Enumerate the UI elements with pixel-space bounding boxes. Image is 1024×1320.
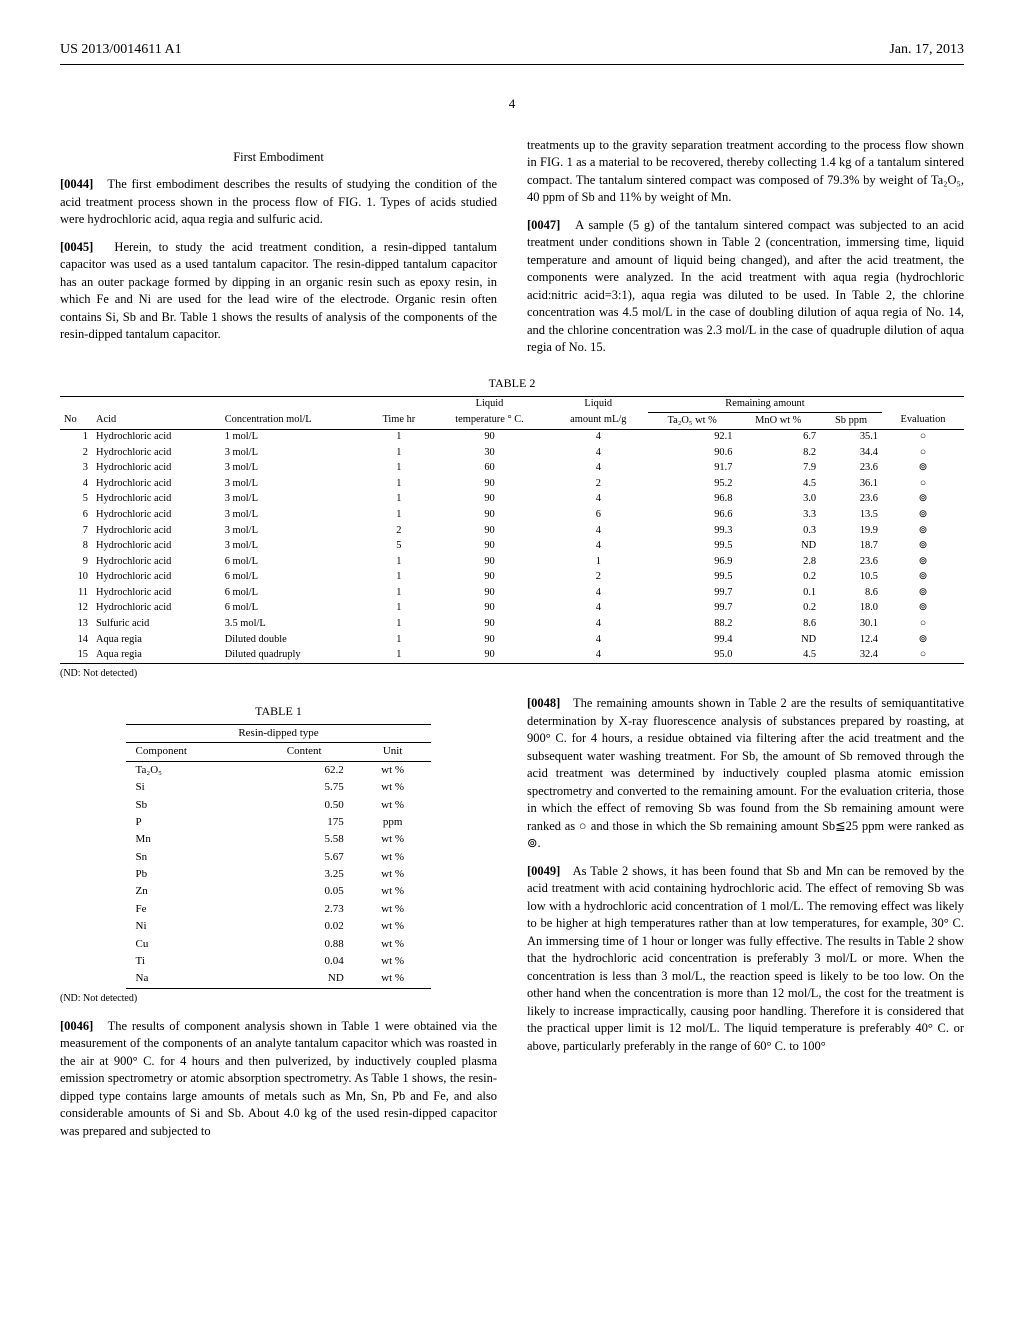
left-column-2: TABLE 1 Resin-dipped type Component Cont… [60, 695, 497, 1150]
table-2-note: (ND: Not detected) [60, 667, 964, 681]
pub-number: US 2013/0014611 A1 [60, 40, 182, 60]
pub-date: Jan. 17, 2013 [889, 40, 964, 60]
table-row: 1Hydrochloric acid1 mol/L190492.16.735.1… [60, 429, 964, 445]
table-row: Zn0.05wt % [126, 883, 432, 900]
t2-h-conc: Concentration mol/L [221, 413, 368, 430]
table-row: 2Hydrochloric acid3 mol/L130490.68.234.4… [60, 445, 964, 461]
para-48: [0048] The remaining amounts shown in Ta… [527, 695, 964, 853]
t2-h-sb: Sb ppm [820, 413, 882, 430]
t1-h-unit: Unit [354, 743, 432, 761]
table-row: 13Sulfuric acid3.5 mol/L190488.28.630.1○ [60, 616, 964, 632]
table-row: 6Hydrochloric acid3 mol/L190696.63.313.5… [60, 508, 964, 524]
t2-h-time: Time hr [367, 413, 430, 430]
para-46-cont: treatments up to the gravity separation … [527, 137, 964, 207]
para-text: The first embodiment describes the resul… [60, 177, 497, 226]
right-column-2: [0048] The remaining amounts shown in Ta… [527, 695, 964, 1150]
table-row: 10Hydrochloric acid6 mol/L190299.50.210.… [60, 570, 964, 586]
table-row: 4Hydrochloric acid3 mol/L190295.24.536.1… [60, 476, 964, 492]
para-text: The remaining amounts shown in Table 2 a… [527, 696, 964, 850]
t2-h-no: No [60, 413, 92, 430]
t2-gh-liquid1: Liquid [430, 396, 548, 413]
table-row: Mn5.58wt % [126, 831, 432, 848]
t2-h-temp: temperature ° C. [430, 413, 548, 430]
para-num: [0045] [60, 240, 93, 254]
table-row: 8Hydrochloric acid3 mol/L590499.5ND18.7⊚ [60, 539, 964, 555]
table-1-caption: TABLE 1 [60, 703, 497, 720]
t1-h-content: Content [255, 743, 354, 761]
t2-h-eval: Evaluation [882, 413, 964, 430]
page-header: US 2013/0014611 A1 Jan. 17, 2013 [60, 40, 964, 65]
section-title: First Embodiment [60, 149, 497, 167]
table-row: 11Hydrochloric acid6 mol/L190499.70.18.6… [60, 585, 964, 601]
table-1: Resin-dipped type Component Content Unit… [126, 724, 432, 989]
table-row: Cu0.88wt % [126, 936, 432, 953]
table-row: Ni0.02wt % [126, 918, 432, 935]
t1-h-comp: Component [126, 743, 255, 761]
para-num: [0049] [527, 864, 560, 878]
table-row: Ti0.04wt % [126, 953, 432, 970]
para-num: [0046] [60, 1019, 93, 1033]
t2-h-acid: Acid [92, 413, 221, 430]
para-num: [0044] [60, 177, 93, 191]
table-2-caption: TABLE 2 [60, 375, 964, 392]
t2-h-amt: amount mL/g [549, 413, 648, 430]
table-row: 15Aqua regiaDiluted quadruply190495.04.5… [60, 648, 964, 664]
table-row: P175ppm [126, 814, 432, 831]
table-row: NaNDwt % [126, 970, 432, 988]
t2-gh-liquid2: Liquid [549, 396, 648, 413]
table-1-note: (ND: Not detected) [60, 992, 497, 1006]
t2-h-ta: Ta₂O₅ wt % [648, 413, 736, 430]
page-number: 4 [60, 95, 964, 113]
para-text: The results of component analysis shown … [60, 1019, 497, 1138]
para-text: As Table 2 shows, it has been found that… [527, 864, 964, 1053]
t2-gh-remaining: Remaining amount [648, 396, 882, 413]
table-row: Ta₂O₅62.2wt % [126, 761, 432, 779]
table-2: Liquid Liquid Remaining amount No Acid C… [60, 396, 964, 665]
two-column-layout: First Embodiment [0044] The first embodi… [60, 137, 964, 367]
table-row: 9Hydrochloric acid6 mol/L190196.92.823.6… [60, 554, 964, 570]
table-row: Sn5.67wt % [126, 849, 432, 866]
para-text: Herein, to study the acid treatment cond… [60, 240, 497, 342]
table-row: 7Hydrochloric acid3 mol/L290499.30.319.9… [60, 523, 964, 539]
table-2-container: TABLE 2 Liquid Liquid Remaining amount N… [60, 375, 964, 681]
para-num: [0048] [527, 696, 560, 710]
para-46: [0046] The results of component analysis… [60, 1018, 497, 1141]
para-num: [0047] [527, 218, 560, 232]
table-row: Si5.75wt % [126, 779, 432, 796]
para-text: A sample (5 g) of the tantalum sintered … [527, 218, 964, 355]
para-47: [0047] A sample (5 g) of the tantalum si… [527, 217, 964, 357]
right-column: treatments up to the gravity separation … [527, 137, 964, 367]
table-row: 5Hydrochloric acid3 mol/L190496.83.023.6… [60, 492, 964, 508]
table-row: Pb3.25wt % [126, 866, 432, 883]
t1-sub: Resin-dipped type [126, 724, 432, 742]
para-44: [0044] The first embodiment describes th… [60, 176, 497, 229]
two-column-layout-2: TABLE 1 Resin-dipped type Component Cont… [60, 695, 964, 1150]
para-49: [0049] As Table 2 shows, it has been fou… [527, 863, 964, 1056]
left-column: First Embodiment [0044] The first embodi… [60, 137, 497, 367]
table-row: Fe2.73wt % [126, 901, 432, 918]
para-45: [0045] Herein, to study the acid treatme… [60, 239, 497, 344]
table-row: 12Hydrochloric acid6 mol/L190499.70.218.… [60, 601, 964, 617]
table-row: Sb0.50wt % [126, 797, 432, 814]
table-row: 3Hydrochloric acid3 mol/L160491.77.923.6… [60, 461, 964, 477]
table-row: 14Aqua regiaDiluted double190499.4ND12.4… [60, 632, 964, 648]
t2-h-mno: MnO wt % [736, 413, 820, 430]
